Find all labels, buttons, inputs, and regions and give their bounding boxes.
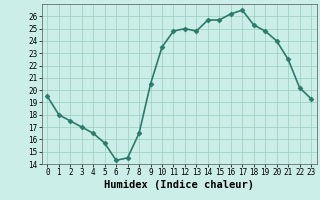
X-axis label: Humidex (Indice chaleur): Humidex (Indice chaleur)	[104, 180, 254, 190]
